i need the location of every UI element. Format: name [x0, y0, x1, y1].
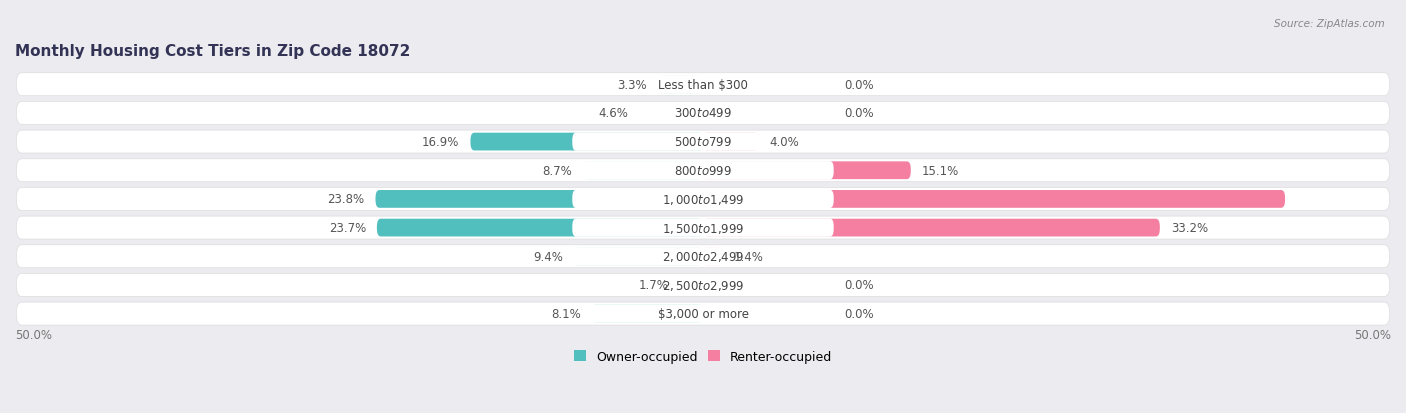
Text: $3,000 or more: $3,000 or more [658, 307, 748, 320]
Text: $1,000 to $1,499: $1,000 to $1,499 [662, 192, 744, 206]
Text: $300 to $499: $300 to $499 [673, 107, 733, 120]
FancyBboxPatch shape [574, 248, 703, 266]
Text: 0.0%: 0.0% [845, 107, 875, 120]
FancyBboxPatch shape [572, 190, 834, 209]
Text: 23.8%: 23.8% [328, 193, 364, 206]
FancyBboxPatch shape [572, 104, 834, 123]
FancyBboxPatch shape [17, 102, 1389, 125]
Text: $500 to $799: $500 to $799 [673, 136, 733, 149]
FancyBboxPatch shape [572, 161, 834, 180]
FancyBboxPatch shape [679, 276, 703, 294]
Text: $2,000 to $2,499: $2,000 to $2,499 [662, 249, 744, 263]
FancyBboxPatch shape [17, 74, 1389, 97]
Text: 8.7%: 8.7% [543, 164, 572, 177]
FancyBboxPatch shape [572, 133, 834, 152]
Text: 1.4%: 1.4% [734, 250, 763, 263]
FancyBboxPatch shape [583, 162, 703, 180]
FancyBboxPatch shape [572, 276, 834, 294]
Text: 0.0%: 0.0% [845, 307, 875, 320]
FancyBboxPatch shape [703, 248, 723, 266]
Text: Source: ZipAtlas.com: Source: ZipAtlas.com [1274, 19, 1385, 28]
FancyBboxPatch shape [640, 105, 703, 123]
FancyBboxPatch shape [17, 216, 1389, 240]
FancyBboxPatch shape [17, 245, 1389, 268]
Text: 50.0%: 50.0% [1354, 328, 1391, 341]
Text: 3.3%: 3.3% [617, 78, 647, 92]
Text: 15.1%: 15.1% [922, 164, 959, 177]
FancyBboxPatch shape [703, 190, 1285, 208]
Text: 16.9%: 16.9% [422, 136, 460, 149]
Text: 4.6%: 4.6% [599, 107, 628, 120]
Text: 8.1%: 8.1% [551, 307, 581, 320]
Text: Monthly Housing Cost Tiers in Zip Code 18072: Monthly Housing Cost Tiers in Zip Code 1… [15, 44, 411, 59]
FancyBboxPatch shape [572, 219, 834, 237]
FancyBboxPatch shape [17, 159, 1389, 182]
FancyBboxPatch shape [471, 133, 703, 151]
FancyBboxPatch shape [17, 131, 1389, 154]
Text: 4.0%: 4.0% [769, 136, 799, 149]
Text: $1,500 to $1,999: $1,500 to $1,999 [662, 221, 744, 235]
Text: 23.7%: 23.7% [329, 221, 366, 235]
FancyBboxPatch shape [703, 162, 911, 180]
FancyBboxPatch shape [592, 305, 703, 323]
FancyBboxPatch shape [572, 247, 834, 266]
Text: 1.7%: 1.7% [638, 279, 669, 292]
FancyBboxPatch shape [375, 190, 703, 208]
Text: 33.2%: 33.2% [1171, 221, 1208, 235]
Text: $2,500 to $2,999: $2,500 to $2,999 [662, 278, 744, 292]
FancyBboxPatch shape [658, 76, 703, 94]
FancyBboxPatch shape [703, 219, 1160, 237]
FancyBboxPatch shape [17, 274, 1389, 297]
Text: 0.0%: 0.0% [845, 78, 875, 92]
Legend: Owner-occupied, Renter-occupied: Owner-occupied, Renter-occupied [568, 345, 838, 368]
FancyBboxPatch shape [703, 133, 758, 151]
FancyBboxPatch shape [17, 188, 1389, 211]
FancyBboxPatch shape [17, 302, 1389, 325]
FancyBboxPatch shape [572, 76, 834, 94]
Text: 0.0%: 0.0% [845, 279, 875, 292]
Text: 50.0%: 50.0% [15, 328, 52, 341]
Text: 42.3%: 42.3% [1343, 193, 1384, 206]
Text: 9.4%: 9.4% [533, 250, 562, 263]
Text: Less than $300: Less than $300 [658, 78, 748, 92]
Text: $800 to $999: $800 to $999 [673, 164, 733, 177]
FancyBboxPatch shape [377, 219, 703, 237]
FancyBboxPatch shape [572, 305, 834, 323]
